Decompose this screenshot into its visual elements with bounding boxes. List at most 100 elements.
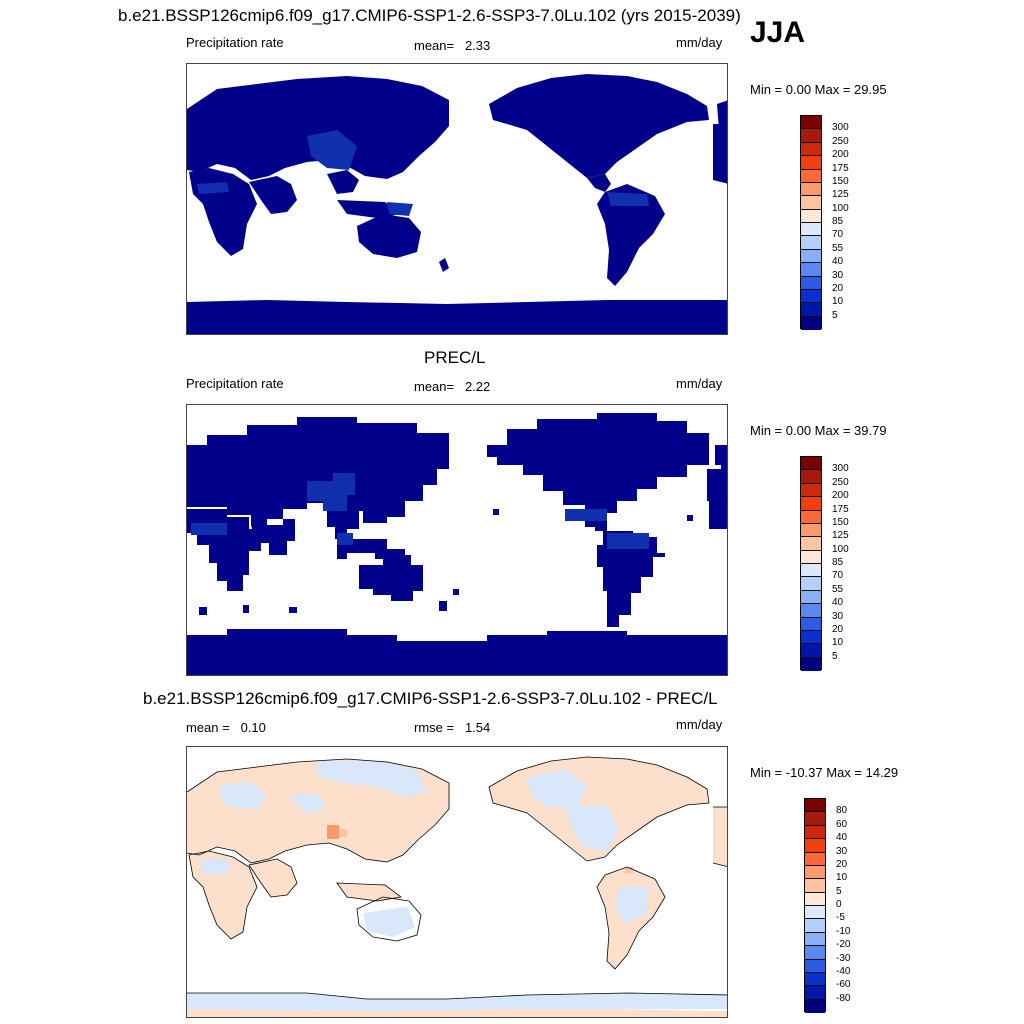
panel2-units: mm/day (676, 376, 723, 391)
colorbar-tick-label: 100 (832, 543, 849, 555)
colorbar-segment (801, 316, 821, 330)
colorbar-segment (805, 972, 825, 987)
colorbar-tick-label: -30 (836, 952, 851, 964)
colorbar-segment (801, 236, 821, 250)
panel2-mean-value: 2.22 (464, 379, 491, 394)
colorbar-segment (801, 182, 821, 197)
panel1-min-max: Min = 0.00 Max = 29.95 (750, 82, 887, 97)
colorbar-segment (801, 457, 821, 471)
colorbar-segment (801, 604, 821, 618)
colorbar-tick-label: 80 (836, 805, 848, 817)
season-label: JJA (750, 16, 806, 49)
colorbar-segment (805, 959, 825, 973)
panel2-colorbar (800, 456, 822, 671)
panel1-variable-label: Precipitation rate (186, 35, 284, 50)
colorbar-tick-label: 30 (836, 845, 848, 857)
colorbar-segment (801, 644, 821, 658)
colorbar-segment (805, 839, 825, 853)
colorbar-segment (801, 276, 821, 290)
panel1-land (187, 74, 727, 334)
colorbar-tick-label: 10 (836, 872, 848, 884)
colorbar-tick-label: -40 (836, 965, 851, 977)
panel2-min-max: Min = 0.00 Max = 39.79 (750, 423, 887, 438)
colorbar-tick-label: -60 (836, 979, 851, 991)
panel1-mean-value: 2.33 (464, 38, 491, 53)
panel1-mean-label: mean= (414, 38, 455, 53)
colorbar-segment (801, 470, 821, 484)
colorbar-tick-label: 70 (832, 570, 844, 582)
colorbar-tick-label: 40 (832, 256, 844, 268)
colorbar-segment (801, 303, 821, 317)
panel1-colorbar (800, 115, 822, 330)
panel3-units: mm/day (676, 717, 723, 732)
colorbar-tick-label: 20 (832, 623, 844, 635)
colorbar-segment (801, 577, 821, 591)
colorbar-tick-label: 100 (832, 202, 849, 214)
colorbar-segment (801, 142, 821, 157)
colorbar-segment (805, 799, 825, 813)
panel3-rmse-value: 1.54 (464, 720, 491, 735)
colorbar-segment (805, 919, 825, 933)
colorbar-tick-label: 40 (836, 832, 848, 844)
colorbar-tick-label: 250 (832, 135, 849, 147)
colorbar-segment (801, 564, 821, 578)
colorbar-tick-label: 20 (836, 858, 848, 870)
colorbar-segment (801, 196, 821, 210)
colorbar-tick-label: 85 (832, 557, 844, 568)
panel3-map-canvas (187, 756, 727, 1017)
colorbar-segment (805, 892, 825, 906)
colorbar-segment (801, 510, 821, 524)
colorbar-tick-label: 60 (836, 818, 848, 830)
panel2-precip-map (186, 404, 728, 676)
colorbar-tick-label: 10 (832, 296, 844, 308)
colorbar-segment (805, 825, 825, 840)
colorbar-tick-label: 0 (836, 899, 842, 910)
panel3-rmse: rmse = 1.54 (414, 721, 490, 734)
colorbar-tick-label: 200 (832, 490, 849, 502)
colorbar-segment (801, 289, 821, 304)
colorbar-tick-label: -10 (836, 925, 851, 937)
colorbar-tick-label: 30 (832, 610, 844, 622)
panel3-diff-map (186, 746, 728, 1018)
panel2-mean: mean= 2.22 (414, 380, 490, 393)
colorbar-tick-label: 55 (832, 242, 844, 254)
colorbar-tick-label: 125 (832, 530, 849, 542)
colorbar-segment (801, 617, 821, 631)
colorbar-tick-label: 175 (832, 162, 849, 174)
colorbar-tick-label: 55 (832, 583, 844, 595)
colorbar-tick-label: 150 (832, 175, 849, 187)
colorbar-tick-label: 70 (832, 229, 844, 241)
panel3-wet-anomaly (327, 825, 633, 873)
colorbar-segment (805, 852, 825, 866)
colorbar-segment (801, 169, 821, 183)
colorbar-segment (801, 630, 821, 645)
colorbar-segment (801, 550, 821, 564)
panel3-rmse-label: rmse = (414, 720, 455, 735)
panel1-units: mm/day (676, 35, 723, 50)
colorbar-segment (805, 946, 825, 960)
colorbar-segment (801, 156, 821, 170)
colorbar-tick-label: 5 (832, 650, 838, 662)
colorbar-segment (805, 932, 825, 947)
panel3-mean-label: mean = (186, 720, 230, 735)
colorbar-tick-label: 40 (832, 597, 844, 609)
colorbar-segment (801, 523, 821, 538)
colorbar-segment (801, 590, 821, 605)
panel3-min-max: Min = -10.37 Max = 14.29 (750, 765, 899, 780)
colorbar-segment (805, 986, 825, 1000)
panel2-wet-regions (191, 473, 649, 549)
panel3-mean: mean = 0.10 (186, 721, 266, 734)
colorbar-segment (805, 865, 825, 880)
colorbar-tick-label: -80 (836, 992, 851, 1004)
main-title: b.e21.BSSP126cmip6.f09_g17.CMIP6-SSP1-2.… (118, 6, 741, 25)
colorbar-segment (805, 999, 825, 1013)
colorbar-segment (801, 657, 821, 671)
colorbar-tick-label: -20 (836, 939, 851, 951)
panel1-map-canvas (187, 74, 727, 334)
colorbar-tick-label: 300 (832, 463, 849, 475)
colorbar-segment (801, 263, 821, 277)
colorbar-tick-label: 85 (832, 216, 844, 227)
colorbar-tick-label: 200 (832, 149, 849, 161)
colorbar-segment (805, 879, 825, 893)
colorbar-segment (801, 537, 821, 551)
